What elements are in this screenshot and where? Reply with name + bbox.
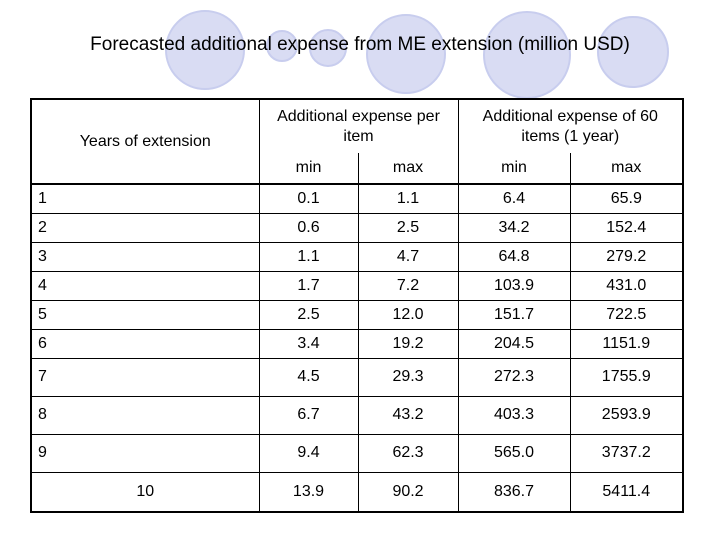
sixty-min-cell: 565.0 (458, 434, 571, 473)
per-item-min-cell: 13.9 (259, 472, 359, 513)
per-item-max-cell: 62.3 (358, 434, 459, 473)
per-item-max-cell: 90.2 (358, 472, 459, 513)
per-item-min-cell: 1.7 (259, 271, 359, 301)
sixty-max-cell: 431.0 (570, 271, 685, 301)
per-item-max-cell: 43.2 (358, 396, 459, 435)
year-cell: 9 (30, 434, 260, 473)
header-max: max (570, 153, 685, 185)
sixty-min-cell: 103.9 (458, 271, 571, 301)
sixty-min-cell: 34.2 (458, 213, 571, 243)
sixty-max-cell: 152.4 (570, 213, 685, 243)
year-cell: 5 (30, 300, 260, 330)
header-min: min (259, 153, 359, 185)
per-item-max-cell: 4.7 (358, 242, 459, 272)
table-row: 6 3.4 19.2 204.5 1151.9 (30, 329, 685, 359)
expense-table: Years of extension Additional expense pe… (30, 98, 685, 513)
sixty-max-cell: 1755.9 (570, 358, 685, 397)
table-row: 3 1.1 4.7 64.8 279.2 (30, 242, 685, 272)
header-per-item: Additional expense per item (259, 98, 459, 153)
header-min: min (458, 153, 571, 185)
year-cell: 4 (30, 271, 260, 301)
table-row: 5 2.5 12.0 151.7 722.5 (30, 300, 685, 330)
slide-title: Forecasted additional expense from ME ex… (90, 34, 630, 55)
per-item-max-cell: 29.3 (358, 358, 459, 397)
table-row: 1 0.1 1.1 6.4 65.9 (30, 184, 685, 214)
header-sixty-items: Additional expense of 60 items (1 year) (458, 98, 685, 153)
subheader-row: min max min max (31, 153, 685, 185)
per-item-min-cell: 0.6 (259, 213, 359, 243)
sixty-min-cell: 272.3 (458, 358, 571, 397)
per-item-min-cell: 2.5 (259, 300, 359, 330)
table-row: 7 4.5 29.3 272.3 1755.9 (30, 358, 685, 397)
per-item-min-cell: 9.4 (259, 434, 359, 473)
per-item-max-cell: 19.2 (358, 329, 459, 359)
year-cell: 2 (30, 213, 260, 243)
per-item-max-cell: 1.1 (358, 184, 459, 214)
header-years: Years of extension (30, 98, 260, 185)
per-item-min-cell: 6.7 (259, 396, 359, 435)
table-row: 4 1.7 7.2 103.9 431.0 (30, 271, 685, 301)
sixty-max-cell: 1151.9 (570, 329, 685, 359)
sixty-min-cell: 151.7 (458, 300, 571, 330)
year-cell: 1 (30, 184, 260, 214)
sixty-min-cell: 64.8 (458, 242, 571, 272)
sixty-max-cell: 279.2 (570, 242, 685, 272)
table-row: 8 6.7 43.2 403.3 2593.9 (30, 396, 685, 435)
sixty-max-cell: 722.5 (570, 300, 685, 330)
per-item-min-cell: 1.1 (259, 242, 359, 272)
sixty-max-cell: 5411.4 (570, 472, 685, 513)
per-item-min-cell: 4.5 (259, 358, 359, 397)
table-row: 9 9.4 62.3 565.0 3737.2 (30, 434, 685, 473)
per-item-min-cell: 0.1 (259, 184, 359, 214)
year-cell: 7 (30, 358, 260, 397)
year-cell: 10 (30, 472, 260, 513)
year-cell: 6 (30, 329, 260, 359)
year-cell: 3 (30, 242, 260, 272)
header-row: Years of extension Additional expense pe… (30, 98, 685, 185)
sixty-min-cell: 403.3 (458, 396, 571, 435)
sixty-max-cell: 65.9 (570, 184, 685, 214)
table-row: 2 0.6 2.5 34.2 152.4 (30, 213, 685, 243)
per-item-max-cell: 2.5 (358, 213, 459, 243)
sixty-min-cell: 6.4 (458, 184, 571, 214)
header-max: max (358, 153, 459, 185)
sixty-max-cell: 2593.9 (570, 396, 685, 435)
sixty-min-cell: 204.5 (458, 329, 571, 359)
sixty-min-cell: 836.7 (458, 472, 571, 513)
year-cell: 8 (30, 396, 260, 435)
sixty-max-cell: 3737.2 (570, 434, 685, 473)
per-item-max-cell: 7.2 (358, 271, 459, 301)
per-item-max-cell: 12.0 (358, 300, 459, 330)
table-row: 10 13.9 90.2 836.7 5411.4 (30, 472, 685, 513)
per-item-min-cell: 3.4 (259, 329, 359, 359)
